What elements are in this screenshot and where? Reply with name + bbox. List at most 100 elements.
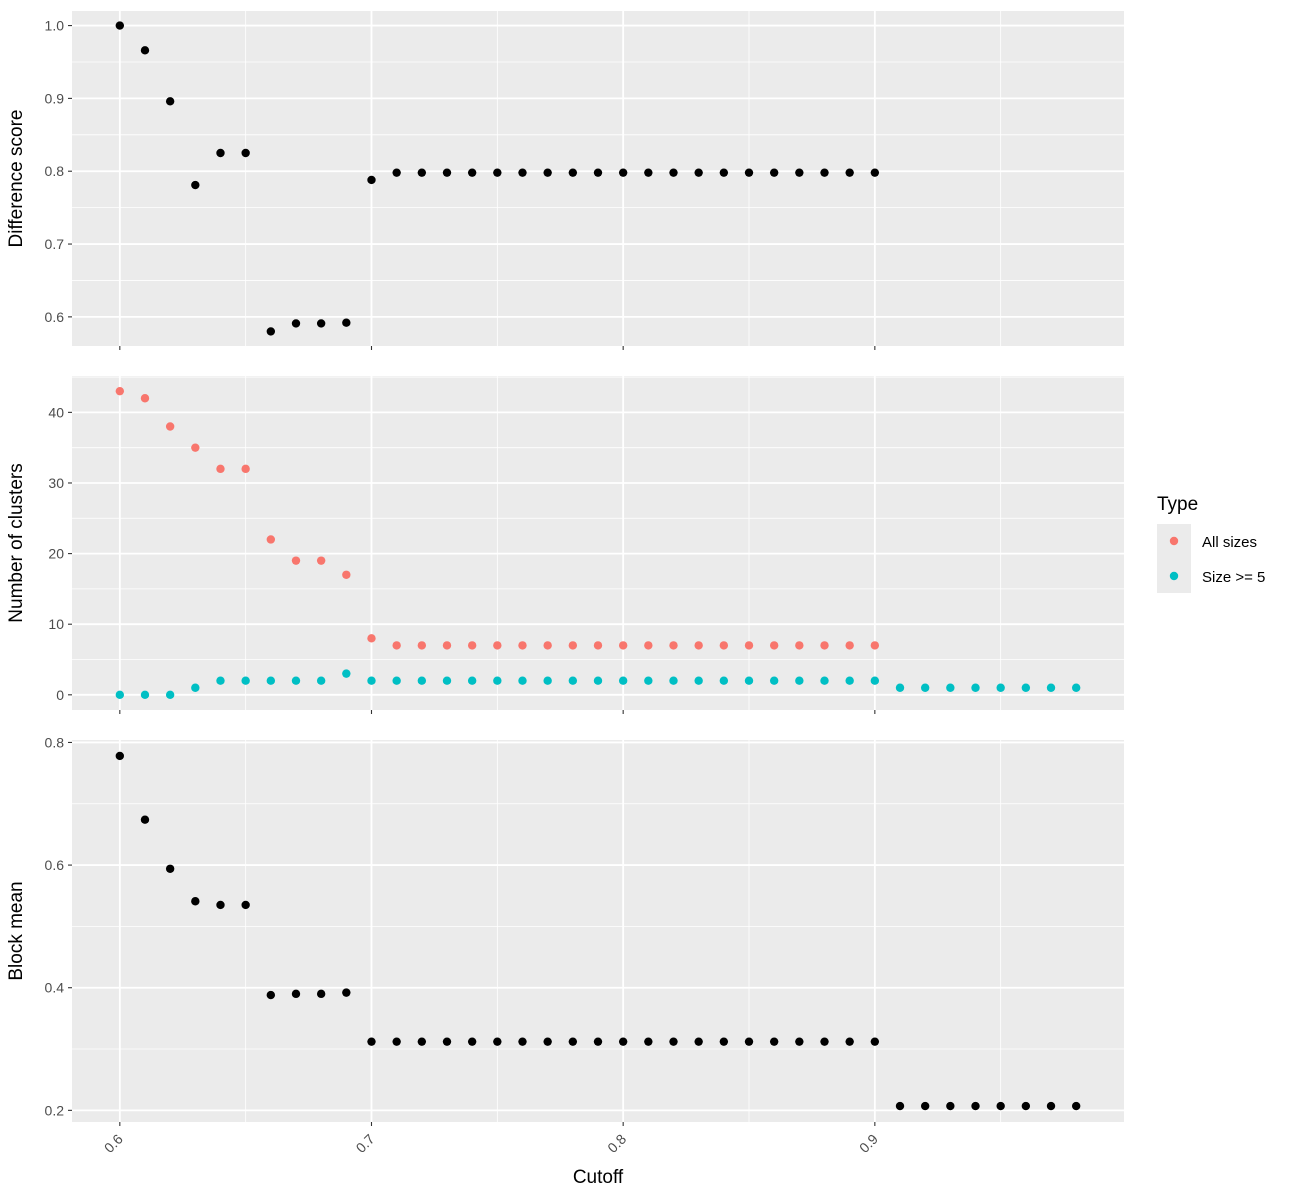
data-point (467, 1037, 477, 1046)
data-point (669, 168, 678, 177)
data-point (971, 1101, 980, 1111)
data-point (165, 97, 175, 106)
data-point (417, 676, 427, 685)
data-point (1046, 1101, 1056, 1111)
panel-2: 0 10 20 30 40 Number of clusters (6, 376, 1124, 714)
panel-3: 0.2 0.4 0.6 0.8 Block mean (6, 734, 1124, 1126)
data-point (694, 1037, 703, 1046)
data-point (392, 641, 401, 650)
data-point (744, 676, 754, 685)
data-point (291, 676, 301, 685)
data-point (719, 676, 729, 685)
data-point (644, 641, 653, 650)
data-point (1021, 683, 1031, 692)
data-point (593, 641, 603, 650)
data-point (140, 690, 150, 700)
x-tick-label: 0.9 (856, 1131, 881, 1156)
data-point (769, 1037, 779, 1046)
series-1 (115, 21, 880, 336)
data-point (417, 641, 427, 650)
panel-background (72, 376, 1124, 710)
data-point (291, 319, 301, 328)
data-point (694, 168, 703, 177)
y-tick-label: 40 (48, 404, 64, 420)
data-point (769, 168, 779, 177)
data-point (115, 21, 125, 30)
data-point (367, 676, 376, 685)
data-point (820, 676, 829, 685)
data-point (946, 683, 955, 692)
y-axis-title: Block mean (6, 881, 27, 980)
data-point (115, 386, 125, 396)
y-tick-label: 0.6 (45, 857, 65, 873)
data-point (291, 989, 301, 999)
data-point (316, 989, 326, 999)
data-point (820, 641, 829, 650)
data-point (669, 641, 678, 650)
data-point (769, 676, 779, 685)
data-point (316, 556, 326, 565)
data-point (1071, 683, 1081, 692)
data-point (216, 464, 225, 474)
y-tick-label: 20 (48, 546, 64, 562)
data-point (367, 1037, 376, 1046)
data-point (568, 168, 578, 177)
data-point (442, 676, 452, 685)
data-point (266, 327, 276, 336)
data-point (518, 168, 527, 177)
data-point (769, 641, 779, 650)
data-point (543, 676, 552, 685)
panel-background (72, 11, 1124, 346)
y-tick-label: 0 (56, 687, 64, 703)
data-point (266, 535, 276, 544)
y-tick-label: 0.6 (45, 309, 65, 325)
legend-key (1169, 536, 1179, 546)
data-point (820, 1037, 829, 1046)
data-point (467, 168, 477, 177)
data-point (744, 641, 754, 650)
legend-title: Type (1157, 494, 1198, 515)
data-point (618, 641, 628, 650)
legend-label: Size >= 5 (1202, 569, 1265, 586)
x-tick-label: 0.8 (604, 1131, 629, 1156)
y-axis-title: Number of clusters (6, 463, 27, 622)
data-point (191, 897, 200, 906)
data-point (115, 751, 125, 761)
data-point (316, 676, 326, 685)
data-point (392, 676, 401, 685)
data-point (644, 168, 653, 177)
data-point (996, 683, 1005, 692)
data-point (895, 1101, 905, 1111)
y-tick-label: 0.2 (45, 1102, 65, 1118)
data-point (719, 641, 729, 650)
data-point (316, 319, 326, 328)
data-point (392, 168, 401, 177)
data-point (996, 1101, 1005, 1111)
data-point (342, 988, 351, 997)
data-point (115, 690, 125, 700)
data-point (493, 1037, 502, 1046)
series-1 (115, 386, 880, 650)
data-point (870, 641, 880, 650)
data-point (744, 1037, 754, 1046)
data-point (820, 168, 829, 177)
data-point (593, 676, 603, 685)
data-point (442, 168, 452, 177)
data-point (669, 1037, 678, 1046)
data-point (342, 669, 351, 678)
data-point (618, 676, 628, 685)
y-tick-label: 0.8 (45, 163, 65, 179)
data-point (467, 676, 477, 685)
data-point (140, 815, 150, 824)
data-point (417, 168, 427, 177)
data-point (543, 641, 552, 650)
data-point (870, 676, 880, 685)
data-point (795, 168, 804, 177)
data-point (191, 683, 200, 692)
data-point (1071, 1101, 1081, 1111)
data-point (543, 168, 552, 177)
data-point (216, 148, 225, 158)
data-point (845, 676, 854, 685)
data-point (191, 443, 200, 452)
data-point (140, 46, 150, 55)
